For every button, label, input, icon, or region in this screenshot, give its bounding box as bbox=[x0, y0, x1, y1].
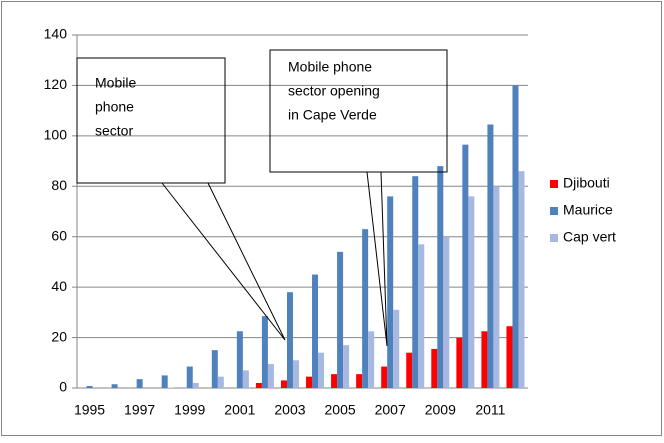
bar bbox=[431, 348, 438, 388]
bar bbox=[261, 316, 268, 388]
bar bbox=[217, 376, 224, 388]
chart-frame bbox=[1, 1, 662, 436]
bar bbox=[186, 366, 193, 388]
bar bbox=[487, 124, 494, 388]
bar bbox=[331, 374, 338, 388]
bar bbox=[406, 352, 413, 388]
y-tick-label: 60 bbox=[51, 227, 67, 243]
bar bbox=[167, 387, 174, 388]
legend-label: Cap vert bbox=[563, 229, 616, 245]
bar bbox=[481, 331, 488, 388]
callout-text: sector bbox=[95, 123, 133, 139]
y-tick-label: 0 bbox=[59, 379, 67, 395]
bar bbox=[387, 196, 394, 388]
bar bbox=[437, 166, 444, 388]
bar bbox=[412, 176, 419, 388]
legend-swatch bbox=[550, 234, 558, 242]
bar bbox=[306, 376, 313, 388]
legend-swatch bbox=[550, 207, 558, 215]
callout-pointer bbox=[161, 182, 286, 341]
bar bbox=[286, 292, 293, 388]
callout-text: phone bbox=[95, 99, 134, 115]
callout-box bbox=[269, 49, 448, 173]
x-tick-label: 1999 bbox=[174, 402, 205, 418]
y-tick-label: 140 bbox=[44, 26, 68, 42]
bar bbox=[236, 331, 243, 388]
bar bbox=[462, 144, 469, 388]
bar bbox=[111, 384, 118, 388]
bar bbox=[468, 196, 475, 388]
legend-label: Djibouti bbox=[563, 175, 610, 191]
bar bbox=[280, 380, 287, 388]
bar bbox=[362, 229, 369, 388]
bar bbox=[136, 379, 143, 388]
bar bbox=[456, 337, 463, 388]
bar bbox=[343, 345, 350, 388]
bar bbox=[86, 385, 93, 388]
bar bbox=[318, 352, 325, 388]
y-tick-label: 80 bbox=[51, 177, 67, 193]
bar bbox=[368, 331, 375, 388]
x-tick-label: 2011 bbox=[475, 402, 505, 418]
bar bbox=[242, 370, 249, 388]
x-tick-label: 2003 bbox=[274, 402, 305, 418]
y-tick-label: 20 bbox=[51, 328, 67, 344]
bar bbox=[506, 326, 513, 388]
bar bbox=[518, 171, 525, 388]
bar bbox=[381, 366, 388, 388]
bar bbox=[356, 374, 363, 388]
callout-text: sector opening bbox=[288, 83, 380, 99]
x-tick-label: 2009 bbox=[425, 402, 456, 418]
y-tick-label: 120 bbox=[44, 76, 68, 92]
bar bbox=[161, 375, 168, 388]
x-tick-label: 2005 bbox=[325, 402, 356, 418]
y-tick-label: 100 bbox=[44, 127, 68, 143]
legend-swatch bbox=[550, 180, 558, 188]
y-tick-label: 40 bbox=[51, 278, 67, 294]
bar bbox=[393, 309, 400, 388]
legend-label: Maurice bbox=[563, 202, 613, 218]
bar bbox=[312, 274, 319, 388]
callout-pointer bbox=[366, 171, 388, 347]
callout-text: Mobile phone bbox=[288, 59, 372, 75]
bar bbox=[512, 85, 519, 388]
x-tick-label: 1997 bbox=[124, 402, 155, 418]
x-tick-label: 2001 bbox=[224, 402, 255, 418]
bar bbox=[192, 382, 199, 388]
callout-text: Mobile bbox=[95, 75, 136, 91]
bar bbox=[337, 251, 344, 388]
bar bbox=[211, 350, 218, 388]
x-tick-label: 2007 bbox=[375, 402, 406, 418]
bar bbox=[493, 186, 500, 388]
callout-box bbox=[76, 57, 226, 184]
bar bbox=[443, 236, 450, 388]
x-tick-label: 1995 bbox=[74, 402, 105, 418]
bar bbox=[267, 364, 274, 388]
bar bbox=[255, 382, 262, 388]
bar bbox=[418, 244, 425, 388]
callout-text: in Cape Verde bbox=[288, 107, 377, 123]
bar bbox=[292, 360, 299, 388]
